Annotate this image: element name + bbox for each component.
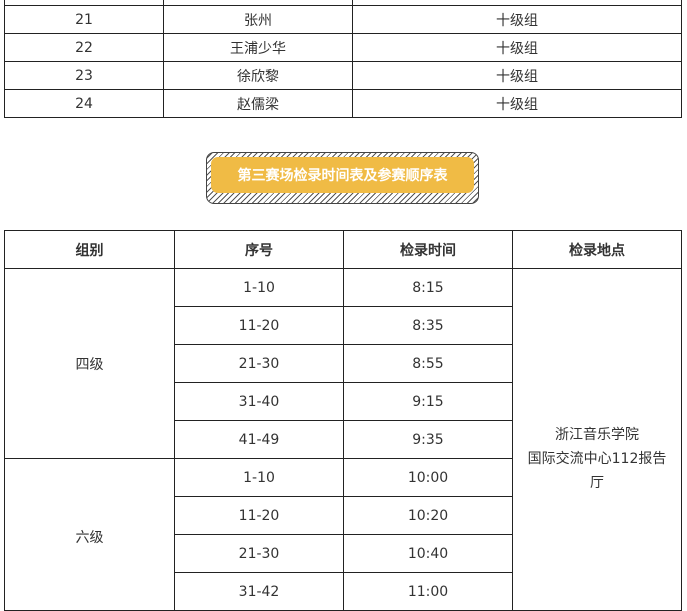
table-row: 21-30 10:40	[5, 534, 682, 573]
cell-no: 24	[4, 89, 164, 118]
cell-name: 徐欣黎	[163, 61, 353, 90]
table-row: 六级 1-10 10:00	[4, 458, 682, 611]
cell-time: 10:40	[343, 534, 513, 573]
participant-table: 21 张州 十级组 22 王浦少华 十级组 23 徐欣黎 十级组 24 赵儒梁 十级组	[4, 0, 682, 118]
cell-time: 8:15	[343, 268, 513, 307]
cell-order: 11-20	[174, 496, 344, 535]
group-cell: 四级	[4, 268, 175, 459]
cell-time: 9:15	[343, 382, 513, 421]
cell-name: 张州	[163, 5, 353, 34]
group-cell: 六级	[4, 458, 175, 611]
header-order: 序号	[174, 230, 344, 269]
cell-no: 21	[4, 5, 164, 34]
header-row: 组别 序号 检录时间 检录地点	[4, 230, 682, 269]
cell-time: 10:20	[343, 496, 513, 535]
location-line: 厅	[590, 475, 604, 491]
header-group: 组别	[4, 230, 175, 269]
table-row: 23 徐欣黎 十级组	[4, 61, 682, 90]
location-line: 国际交流中心112报告	[527, 451, 667, 467]
cell-group: 十级组	[352, 33, 682, 62]
table-row: 22 王浦少华 十级组	[4, 33, 682, 62]
cell-order: 1-10	[174, 268, 344, 307]
cell-order: 41-49	[174, 420, 344, 459]
table-row: 24 赵儒梁 十级组	[4, 89, 682, 118]
location-line: 浙江音乐学院	[555, 427, 639, 443]
table-row: 四级 1-10 8:15 浙江音乐学院 国际交流中心112报告 厅	[4, 268, 682, 611]
cell-group: 十级组	[352, 5, 682, 34]
cell-time: 8:35	[343, 306, 513, 345]
cell-order: 31-42	[174, 572, 344, 611]
cell-time: 11:00	[343, 572, 513, 611]
cell-order: 11-20	[174, 306, 344, 345]
schedule-table: 组别 序号 检录时间 检录地点 四级 1-10 8:15 浙江音乐学院 国际交流中…	[4, 230, 682, 611]
location-cell: 浙江音乐学院 国际交流中心112报告 厅	[512, 268, 682, 611]
header-location: 检录地点	[512, 230, 682, 269]
cell-group: 十级组	[352, 61, 682, 90]
cell-name: 赵儒梁	[163, 89, 353, 118]
banner-title: 第三赛场检录时间表及参赛顺序表	[211, 157, 474, 193]
cell-no: 23	[4, 61, 164, 90]
cell-order: 21-30	[174, 344, 344, 383]
cell-order: 21-30	[174, 534, 344, 573]
cell-time: 9:35	[343, 420, 513, 459]
cell-time: 8:55	[343, 344, 513, 383]
cell-order: 31-40	[174, 382, 344, 421]
cell-name: 王浦少华	[163, 33, 353, 62]
table-row: 11-20 8:35	[5, 306, 682, 345]
header-time: 检录时间	[343, 230, 513, 269]
section-banner: 第三赛场检录时间表及参赛顺序表	[206, 152, 479, 204]
cell-order: 1-10	[174, 458, 344, 497]
table-row: 21 张州 十级组	[4, 5, 682, 34]
cell-no: 22	[4, 33, 164, 62]
cell-time: 10:00	[343, 458, 513, 497]
cell-group: 十级组	[352, 89, 682, 118]
